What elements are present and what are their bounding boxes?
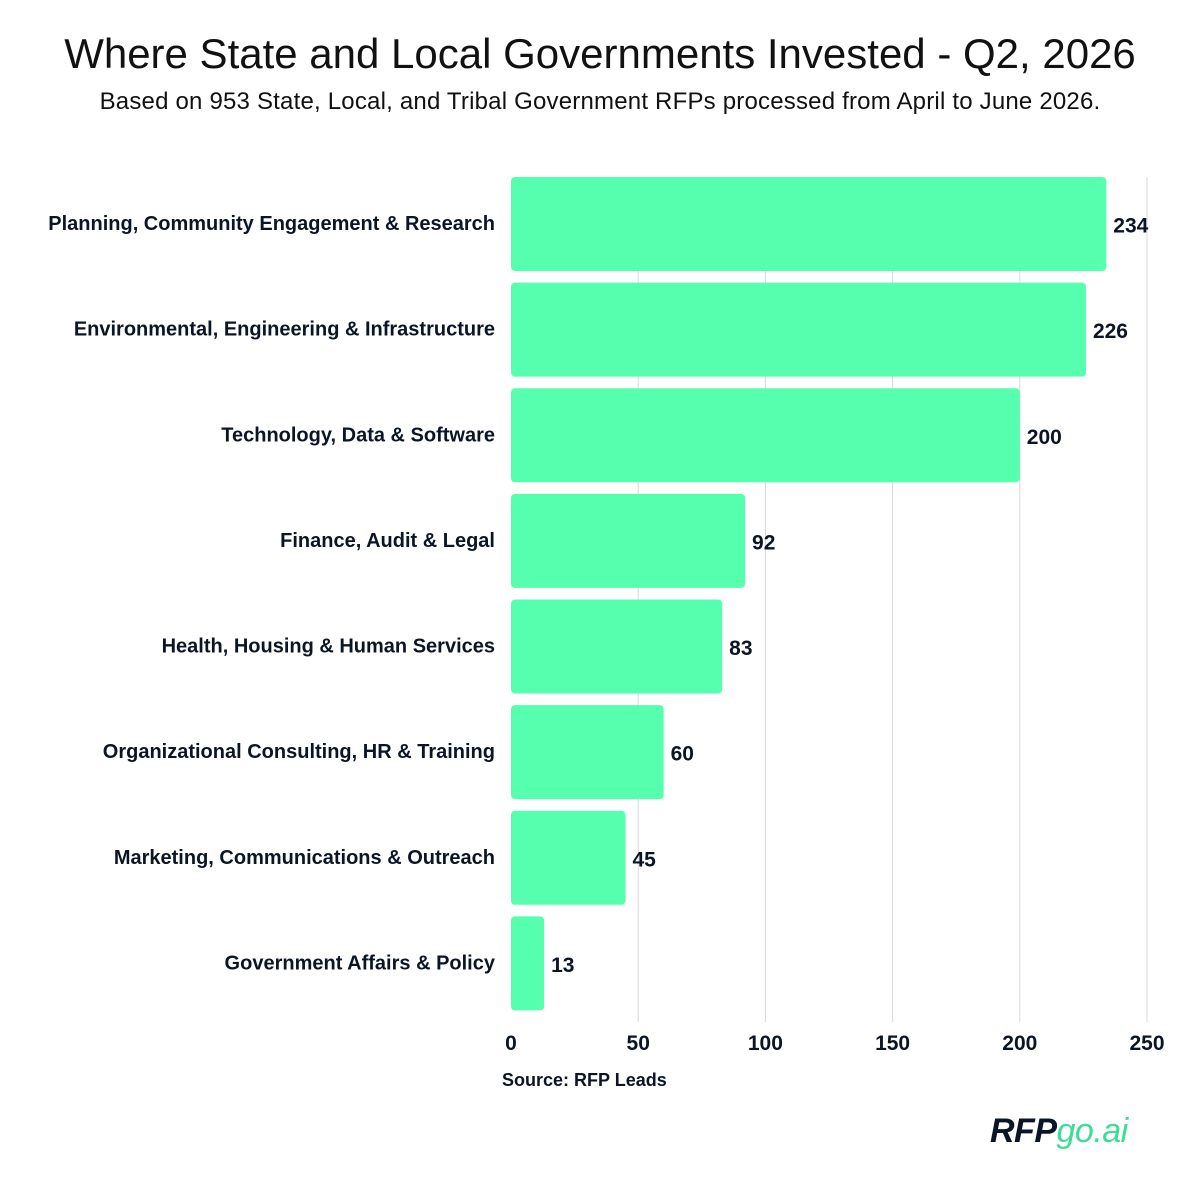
rfpgo-logo: RFPgo.ai [990,1112,1128,1151]
category-label: Health, Housing & Human Services [162,636,495,658]
x-tick-label: 200 [1002,1032,1037,1055]
x-tick-label: 100 [748,1032,783,1055]
value-label: 83 [729,637,752,660]
logo-text-rfp: RFP [990,1112,1057,1150]
logo-text-go: go.ai [1056,1112,1129,1150]
value-label: 13 [551,954,574,977]
category-label: Environmental, Engineering & Infrastruct… [74,319,495,341]
value-label: 234 [1113,215,1148,238]
bar [511,916,545,1011]
bar [511,177,1107,272]
value-labels: 234 226 200 92 83 60 45 13 [551,215,1149,977]
chart-title: Where State and Local Governments Invest… [64,30,1136,77]
value-label: 60 [671,743,694,766]
category-labels: Planning, Community Engagement & Researc… [48,213,496,974]
x-tick-label: 50 [627,1032,650,1055]
bar [511,810,626,905]
category-label: Technology, Data & Software [221,424,495,446]
value-label: 200 [1027,426,1062,449]
category-label: Organizational Consulting, HR & Training [103,741,495,763]
chart-subtitle: Based on 953 State, Local, and Tribal Go… [99,88,1101,115]
x-tick-label: 150 [875,1032,910,1055]
bar [511,388,1020,483]
source-note: Source: RFP Leads [502,1070,667,1090]
x-axis-ticks: 0 50 100 150 200 250 [505,1032,1164,1055]
bar [511,599,723,694]
x-tick-label: 0 [505,1032,517,1055]
category-label: Planning, Community Engagement & Researc… [48,213,495,235]
bars [511,177,1107,1011]
value-label: 92 [752,531,775,554]
category-label: Government Affairs & Policy [225,952,496,974]
bar [511,493,746,588]
bar [511,705,664,800]
category-label: Marketing, Communications & Outreach [114,847,495,869]
value-label: 45 [632,848,656,871]
value-label: 226 [1093,320,1128,343]
category-label: Finance, Audit & Legal [280,530,495,552]
x-tick-label: 250 [1129,1032,1164,1055]
bar [511,282,1086,377]
